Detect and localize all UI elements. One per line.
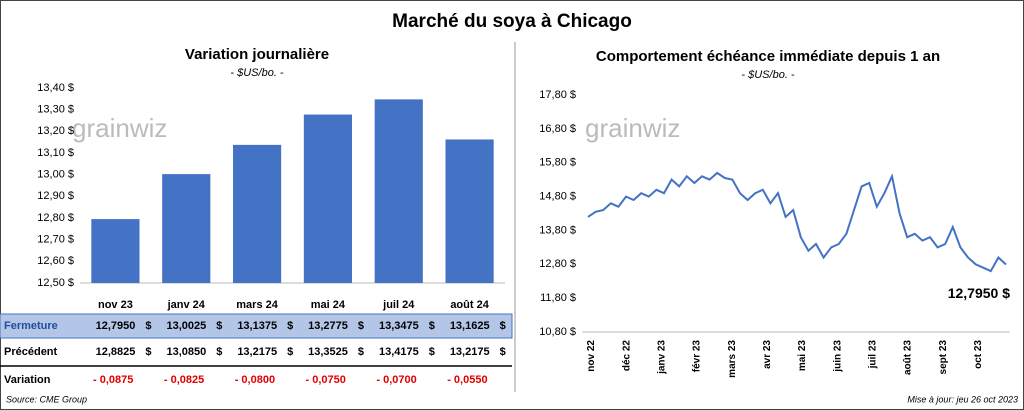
y-tick-label: 12,70 $ [37,234,74,246]
cell-value: 13,2775 [308,320,348,332]
cell-value: 13,3525 [308,346,348,358]
x-tick-label: janv 23 [656,340,667,375]
x-tick-label: déc 22 [621,340,632,372]
y-tick-label: 14,80 $ [539,190,576,202]
x-tick-label: août 24 [450,299,489,311]
x-tick-label: nov 22 [586,340,597,372]
x-tick-label: mai 24 [311,299,346,311]
cell-value: - 0,0825 [164,374,204,386]
row-label: Fermeture [4,320,58,332]
chart-subtitle: - $US/bo. - [741,69,795,81]
x-tick-label: mars 23 [727,340,738,378]
cell-value: - 0,0700 [376,374,416,386]
bar [91,219,140,283]
x-tick-label: juin 23 [832,340,843,373]
cell-unit: $ [287,320,293,332]
cell-value: 13,2175 [450,346,490,358]
cell-value: - 0,0800 [235,374,275,386]
cell-unit: $ [500,346,506,358]
y-tick-label: 12,90 $ [37,190,74,202]
y-tick-label: 12,80 $ [539,258,576,270]
chart-title: Comportement échéance immédiate depuis 1… [596,48,940,65]
cell-value: 13,3475 [379,320,419,332]
x-tick-label: mai 23 [797,340,808,372]
y-tick-label: 10,80 $ [539,326,576,338]
y-tick-label: 12,80 $ [37,212,74,224]
cell-value: 13,0025 [166,320,206,332]
y-tick-label: 12,50 $ [37,277,74,289]
chart-subtitle: - $US/bo. - [230,67,284,79]
cell-unit: $ [145,320,151,332]
x-tick-label: mars 24 [236,299,278,311]
cell-value: - 0,0750 [306,374,346,386]
cell-value: 12,7950 [96,320,136,332]
cell-value: - 0,0550 [447,374,487,386]
y-tick-label: 15,80 $ [539,157,576,169]
y-tick-label: 11,80 $ [540,292,576,304]
x-tick-label: sept 23 [938,340,949,375]
y-tick-label: 16,80 $ [539,123,576,135]
cell-unit: $ [429,346,435,358]
table-highlight [0,313,513,339]
cell-unit: $ [216,346,222,358]
y-tick-label: 13,10 $ [37,147,74,159]
row-label: Variation [4,374,51,386]
page-title: Marché du soya à Chicago [392,11,632,32]
bar [162,174,211,283]
watermark: grainwiz [585,113,680,143]
bar [303,114,352,284]
cell-unit: $ [500,320,506,332]
cell-unit: $ [358,346,364,358]
x-tick-label: nov 23 [98,299,133,311]
x-tick-label: avr 23 [762,340,773,369]
x-tick-label: janv 24 [167,299,206,311]
cell-unit: $ [216,320,222,332]
cell-value: 13,0850 [166,346,206,358]
cell-value: 13,1625 [450,320,490,332]
row-label: Précédent [4,346,58,358]
x-tick-label: févr 23 [692,340,703,373]
cell-value: 13,1375 [237,320,277,332]
bar [374,99,423,283]
cell-unit: $ [429,320,435,332]
x-tick-label: oct 23 [973,340,984,369]
y-tick-label: 13,20 $ [37,125,74,137]
watermark: grainwiz [72,113,167,143]
y-tick-label: 13,30 $ [37,104,74,116]
bar [233,144,282,283]
chart-title: Variation journalière [185,46,329,63]
x-tick-label: août 23 [903,340,914,375]
cell-unit: $ [358,320,364,332]
y-tick-label: 12,60 $ [37,255,74,267]
price-line [587,171,1007,273]
x-tick-label: juil 23 [867,340,878,370]
last-value-label: 12,7950 $ [948,285,1010,301]
source: Source: CME Group [6,394,87,404]
y-tick-label: 13,40 $ [37,82,74,94]
x-tick-label: juil 24 [382,299,415,311]
cell-value: - 0,0875 [93,374,133,386]
cell-value: 13,4175 [379,346,419,358]
y-tick-label: 17,80 $ [539,89,576,101]
cell-unit: $ [287,346,293,358]
y-tick-label: 13,80 $ [539,224,576,236]
cell-value: 13,2175 [237,346,277,358]
cell-unit: $ [145,346,151,358]
updated: Mise à jour: jeu 26 oct 2023 [907,394,1018,404]
y-tick-label: 13,00 $ [37,169,74,181]
cell-value: 12,8825 [96,346,136,358]
bar [445,139,494,283]
